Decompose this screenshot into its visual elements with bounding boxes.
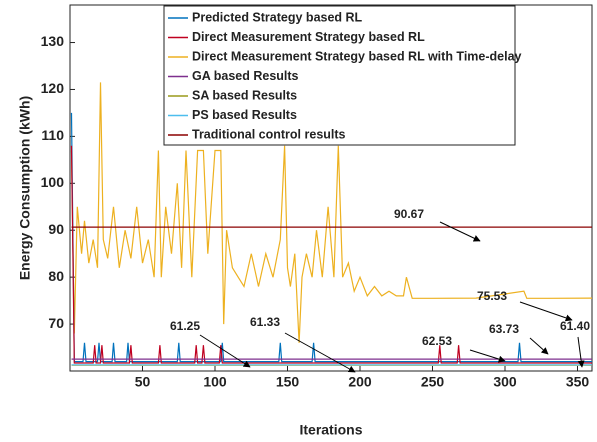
series-line [70,82,593,343]
annotation: 61.25 [170,319,200,333]
x-tick-label: 50 [135,374,151,390]
legend-box [163,5,516,146]
x-tick-label: 200 [348,374,372,390]
y-axis-label: Energy Consumption (kWh) [17,96,33,280]
annotation: 61.33 [250,315,280,329]
y-tick-label: 110 [41,127,64,143]
annotation: 75.53 [477,289,507,303]
legend-label: Predicted Strategy based RL [192,10,363,24]
annotation-arrow [529,337,549,355]
series-line [70,145,592,364]
annotation-arrow [284,332,356,373]
x-axis-label: Iterations [299,422,362,438]
annotation: 61.40 [560,319,590,333]
legend-label: GA based Results [192,69,299,83]
legend-label: Direct Measurement Strategy based RL wit… [192,49,522,63]
y-tick-label: 80 [48,268,64,284]
y-tick-label: 120 [41,80,65,96]
x-tick-label: 100 [203,374,227,390]
x-tick-label: 150 [276,374,300,390]
legend-label: Direct Measurement Strategy based RL [192,30,425,44]
x-tick-label: 350 [566,374,590,390]
annotation: 90.67 [394,207,424,221]
annotation: 63.73 [489,322,519,336]
annotation-arrow [469,349,506,363]
annotation-arrow [199,334,251,368]
x-tick-label: 300 [493,374,517,390]
legend: Predicted Strategy based RL Direct Measur… [163,5,522,146]
y-tick-label: 100 [41,174,65,190]
legend-label: SA based Results [192,88,297,102]
y-tick-label: 70 [48,315,64,331]
y-tick-label: 90 [48,221,64,237]
y-tick-label: 130 [41,33,65,49]
annotation-arrow [439,221,481,242]
annotation-arrow [577,336,585,368]
annotation: 62.53 [422,334,452,348]
annotation-arrow [519,301,573,322]
x-tick-label: 250 [421,374,445,390]
legend-label: PS based Results [192,108,297,122]
legend-label: Traditional control results [192,127,346,141]
